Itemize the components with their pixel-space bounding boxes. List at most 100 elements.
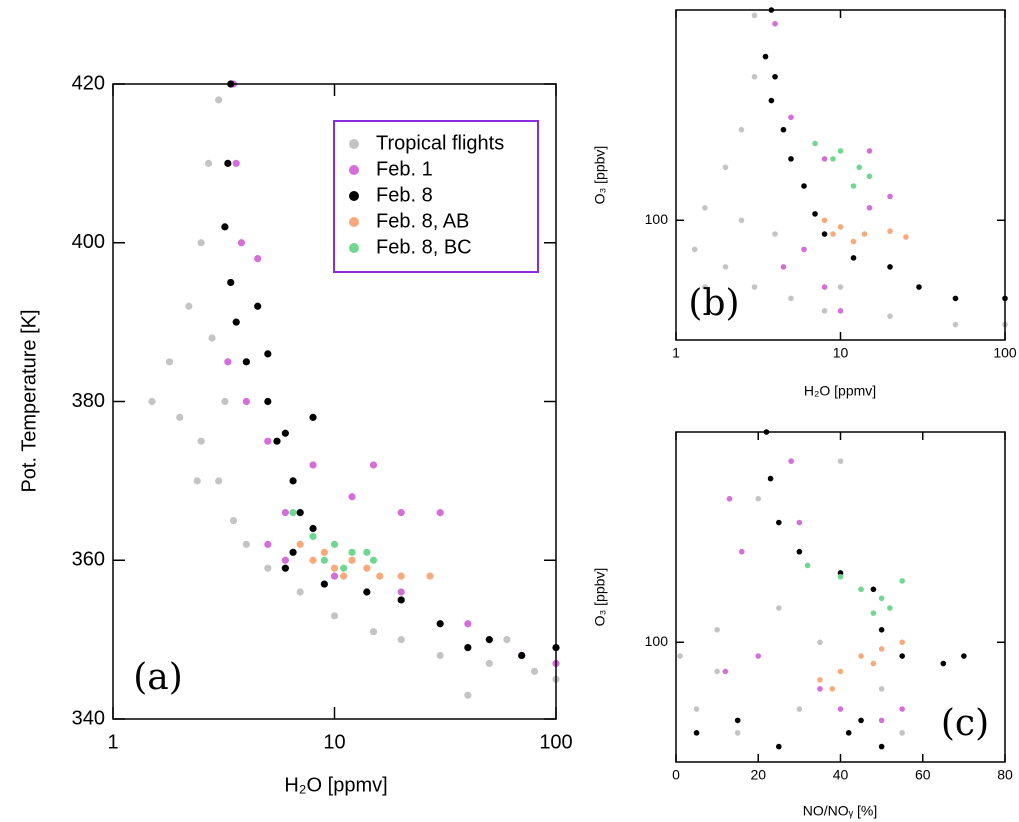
data-point [952, 321, 959, 328]
data-point [320, 580, 328, 588]
data-point [503, 636, 511, 644]
data-point [734, 730, 741, 736]
panel-label: (c) [941, 703, 989, 744]
data-point [830, 156, 836, 162]
data-point [289, 548, 297, 556]
data-point [197, 437, 205, 445]
data-point [788, 295, 794, 302]
data-point [817, 686, 823, 692]
legend-marker [349, 139, 359, 149]
data-point [878, 686, 885, 692]
data-point [796, 548, 803, 555]
legend-label: Feb. 8 [376, 184, 433, 206]
data-point [726, 495, 733, 502]
x-tick-label: 10 [833, 345, 849, 361]
data-point [224, 159, 232, 167]
data-point [330, 564, 339, 572]
data-point [755, 495, 762, 502]
data-point [691, 246, 698, 253]
data-point [887, 264, 893, 270]
data-point [693, 730, 700, 736]
data-point [940, 660, 947, 667]
y-tick-label: 360 [72, 549, 105, 571]
data-point [227, 278, 235, 287]
data-point [837, 458, 844, 464]
data-point [762, 53, 769, 60]
data-point [224, 358, 232, 366]
data-point [309, 556, 317, 564]
data-point [738, 126, 745, 133]
data-point [722, 264, 729, 270]
data-point [264, 397, 272, 406]
data-point [237, 239, 246, 247]
data-point [776, 743, 782, 750]
data-point [281, 509, 289, 517]
panel-label: (a) [133, 657, 183, 698]
data-point [952, 295, 959, 302]
data-point [837, 224, 844, 230]
data-point [215, 477, 223, 485]
data-point [254, 302, 262, 310]
data-point [363, 588, 371, 596]
data-point [767, 475, 774, 482]
x-tick-label: 0 [672, 767, 680, 783]
data-point [330, 540, 339, 548]
data-point [330, 612, 339, 620]
data-point [714, 627, 720, 633]
data-point [899, 730, 905, 736]
data-point [264, 350, 272, 358]
x-tick-label: 80 [997, 767, 1013, 783]
data-point [780, 264, 787, 270]
data-point [485, 636, 493, 644]
data-point [845, 730, 852, 736]
data-point [801, 246, 807, 253]
data-point [817, 639, 823, 646]
data-point [776, 519, 782, 526]
data-point [738, 217, 745, 224]
data-point [264, 437, 272, 445]
data-point [850, 183, 857, 189]
data-point [866, 148, 873, 154]
x-tick-label: 100 [993, 345, 1017, 361]
data-point [369, 628, 378, 636]
data-point [858, 653, 864, 659]
data-point [436, 651, 444, 660]
data-point [232, 159, 240, 167]
x-axis-label: H₂O [ppmv] [284, 774, 387, 796]
data-point [837, 284, 844, 290]
data-point [801, 183, 807, 189]
data-point [878, 743, 885, 750]
data-point [309, 461, 317, 469]
data-point [722, 164, 729, 171]
data-point [242, 358, 250, 366]
data-point [812, 211, 818, 217]
data-point [878, 646, 885, 652]
data-point [878, 627, 885, 633]
data-point [837, 574, 844, 580]
data-point [348, 556, 356, 564]
data-point [899, 578, 905, 584]
data-point [264, 540, 272, 548]
data-point [242, 397, 250, 406]
data-point [221, 397, 229, 406]
data-point [772, 231, 778, 237]
y-axis-label: Pot. Temperature [K] [18, 309, 40, 492]
data-point [751, 284, 758, 290]
data-point [899, 653, 905, 659]
data-point [309, 524, 317, 533]
data-point [899, 639, 905, 646]
data-point [464, 620, 472, 628]
data-point [165, 358, 174, 366]
x-tick-label: 60 [915, 767, 931, 783]
x-tick-label: 1 [672, 345, 680, 361]
data-point [899, 706, 905, 712]
data-point [772, 20, 778, 27]
data-point [485, 659, 493, 668]
legend-label: Feb. 1 [376, 158, 433, 180]
data-point [870, 610, 877, 616]
data-point [768, 97, 775, 104]
data-point [796, 706, 803, 712]
data-point [397, 509, 405, 517]
data-point [821, 308, 828, 314]
y-tick-label: 400 [72, 231, 105, 253]
